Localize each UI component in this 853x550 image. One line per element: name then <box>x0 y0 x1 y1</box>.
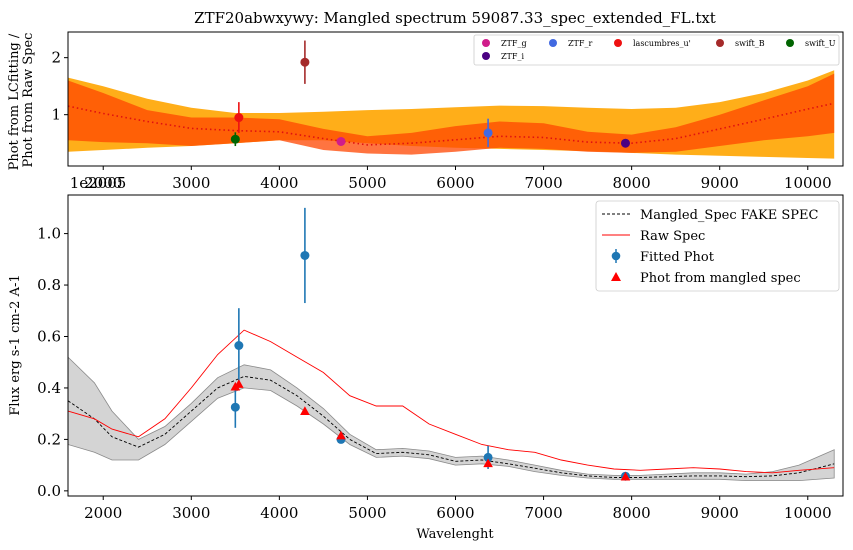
top-legend-label-5: ZTF_i <box>501 52 524 61</box>
bottom-mangled-point-4 <box>483 458 493 468</box>
top-y-label-line2: Phot from Raw Spec <box>21 33 36 168</box>
top-points <box>230 40 630 148</box>
bottom-x-tick-label-4: 6000 <box>436 504 474 522</box>
bottom-y-tick-label-4: 0.8 <box>37 276 61 294</box>
bottom-y-tick-label-2: 0.4 <box>37 379 61 397</box>
top-y-label-line1: Phot from LCfitting / <box>7 33 22 170</box>
bottom-legend-label-2: Fitted Phot <box>640 250 715 265</box>
bottom-x-tick-label-2: 4000 <box>260 504 298 522</box>
top-point-5 <box>620 138 630 148</box>
top-legend-label-2: lascumbres_u' <box>633 39 691 48</box>
bottom-mangled-point-5 <box>620 471 631 481</box>
bottom-y-tick-label-1: 0.2 <box>37 430 61 448</box>
top-legend-marker-3 <box>716 39 724 47</box>
bottom-fitted-point-2 <box>300 250 310 260</box>
top-legend-marker-0 <box>482 39 490 47</box>
bottom-series-line-1 <box>67 329 835 474</box>
bottom-x-tick-label-6: 8000 <box>613 504 651 522</box>
bottom-mangled-point-2 <box>300 406 310 415</box>
bottom-y-tick-label-5: 1.0 <box>37 225 61 243</box>
top-x-tick-label-5: 6000 <box>436 174 474 192</box>
top-x-tick-label-2: 3000 <box>172 174 210 192</box>
top-legend-marker-5 <box>482 52 490 60</box>
top-x-tick-label-0: 1e2005 <box>70 174 127 192</box>
bottom-x-tick-label-8: 10000 <box>784 504 832 522</box>
top-point-1 <box>483 128 493 138</box>
top-y-tick-label-1: 2 <box>51 49 61 67</box>
top-x-tick-label-4: 5000 <box>348 174 386 192</box>
top-band-1 <box>68 73 835 155</box>
bottom-y-ticks: 0.0 0.2 0.4 0.6 0.8 1.0 <box>37 225 68 500</box>
bottom-x-tick-label-7: 9000 <box>701 504 739 522</box>
bottom-points <box>230 207 631 481</box>
top-point-2 <box>234 113 244 123</box>
top-y-ticks: 12 <box>51 49 68 124</box>
bottom-legend-label-0: Mangled_Spec FAKE SPEC <box>640 208 819 223</box>
top-bands <box>68 70 835 159</box>
top-legend-label-4: swift_U <box>805 39 836 48</box>
top-x-tick-label-3: 4000 <box>260 174 298 192</box>
top-legend-marker-4 <box>786 39 794 47</box>
bottom-series-line-0 <box>67 375 835 478</box>
bottom-legend-marker-2 <box>611 251 621 261</box>
bottom-mangled-point-3 <box>336 430 346 440</box>
bottom-legend-label-1: Raw Spec <box>640 229 705 244</box>
bottom-band <box>67 356 835 481</box>
bottom-chart: 2000 3000 4000 5000 6000 7000 8000 9000 10000 0.… <box>8 194 844 542</box>
bottom-fitted-point-0 <box>230 402 240 412</box>
top-x-tick-label-8: 9000 <box>701 174 739 192</box>
bottom-y-tick-label-0: 0.0 <box>37 482 61 500</box>
bottom-lines <box>67 329 835 478</box>
top-legend-label-0: ZTF_g <box>501 39 527 48</box>
bottom-legend: Mangled_Spec FAKE SPEC Raw Spec Fitted Pho… <box>595 200 840 292</box>
bottom-mangled-point-1 <box>234 379 244 388</box>
bottom-x-tick-label-1: 3000 <box>172 504 210 522</box>
top-legend-marker-1 <box>549 39 557 47</box>
bottom-legend-label-3: Phot from mangled spec <box>640 271 801 286</box>
top-point-4 <box>230 134 240 144</box>
top-x-tick-label-1: 2000 <box>84 174 122 192</box>
top-x-tick-label-6: 7000 <box>524 174 562 192</box>
bottom-band-area <box>67 356 835 481</box>
top-chart: ZTF20abwxywy: Mangled spectrum 59087.33_… <box>7 9 844 192</box>
bottom-x-ticks: 2000 3000 4000 5000 6000 7000 8000 9000 10000 <box>84 496 832 522</box>
bottom-x-axis-label: Wavelenght <box>416 527 494 542</box>
top-point-0 <box>336 136 346 146</box>
top-legend-label-1: ZTF_r <box>568 39 592 48</box>
top-legend: ZTF_g ZTF_r lascumbres_u' swift_B swift_U ZTF… <box>473 34 840 66</box>
top-point-3 <box>300 57 310 67</box>
top-legend-marker-2 <box>614 39 622 47</box>
top-legend-box <box>473 34 840 66</box>
bottom-legend-marker-3 <box>611 272 621 281</box>
bottom-x-tick-label-0: 2000 <box>84 504 122 522</box>
bottom-fitted-point-4 <box>483 452 493 462</box>
bottom-y-tick-label-3: 0.6 <box>37 327 61 345</box>
top-legend-label-3: swift_B <box>735 39 765 48</box>
top-x-tick-label-9: 10000 <box>784 174 832 192</box>
top-x-tick-label-7: 8000 <box>613 174 651 192</box>
bottom-x-tick-label-3: 5000 <box>348 504 386 522</box>
top-y-tick-label-0: 1 <box>51 106 61 124</box>
bottom-fitted-point-1 <box>234 341 244 350</box>
bottom-y-axis-label: Flux erg s-1 cm-2 A-1 <box>8 274 23 415</box>
bottom-x-tick-label-5: 7000 <box>524 504 562 522</box>
bottom-legend-box <box>595 200 840 292</box>
top-y-axis-label: Phot from LCfitting / Phot from Raw Spec <box>7 30 36 171</box>
top-chart-title: ZTF20abwxywy: Mangled spectrum 59087.33_… <box>194 9 716 27</box>
